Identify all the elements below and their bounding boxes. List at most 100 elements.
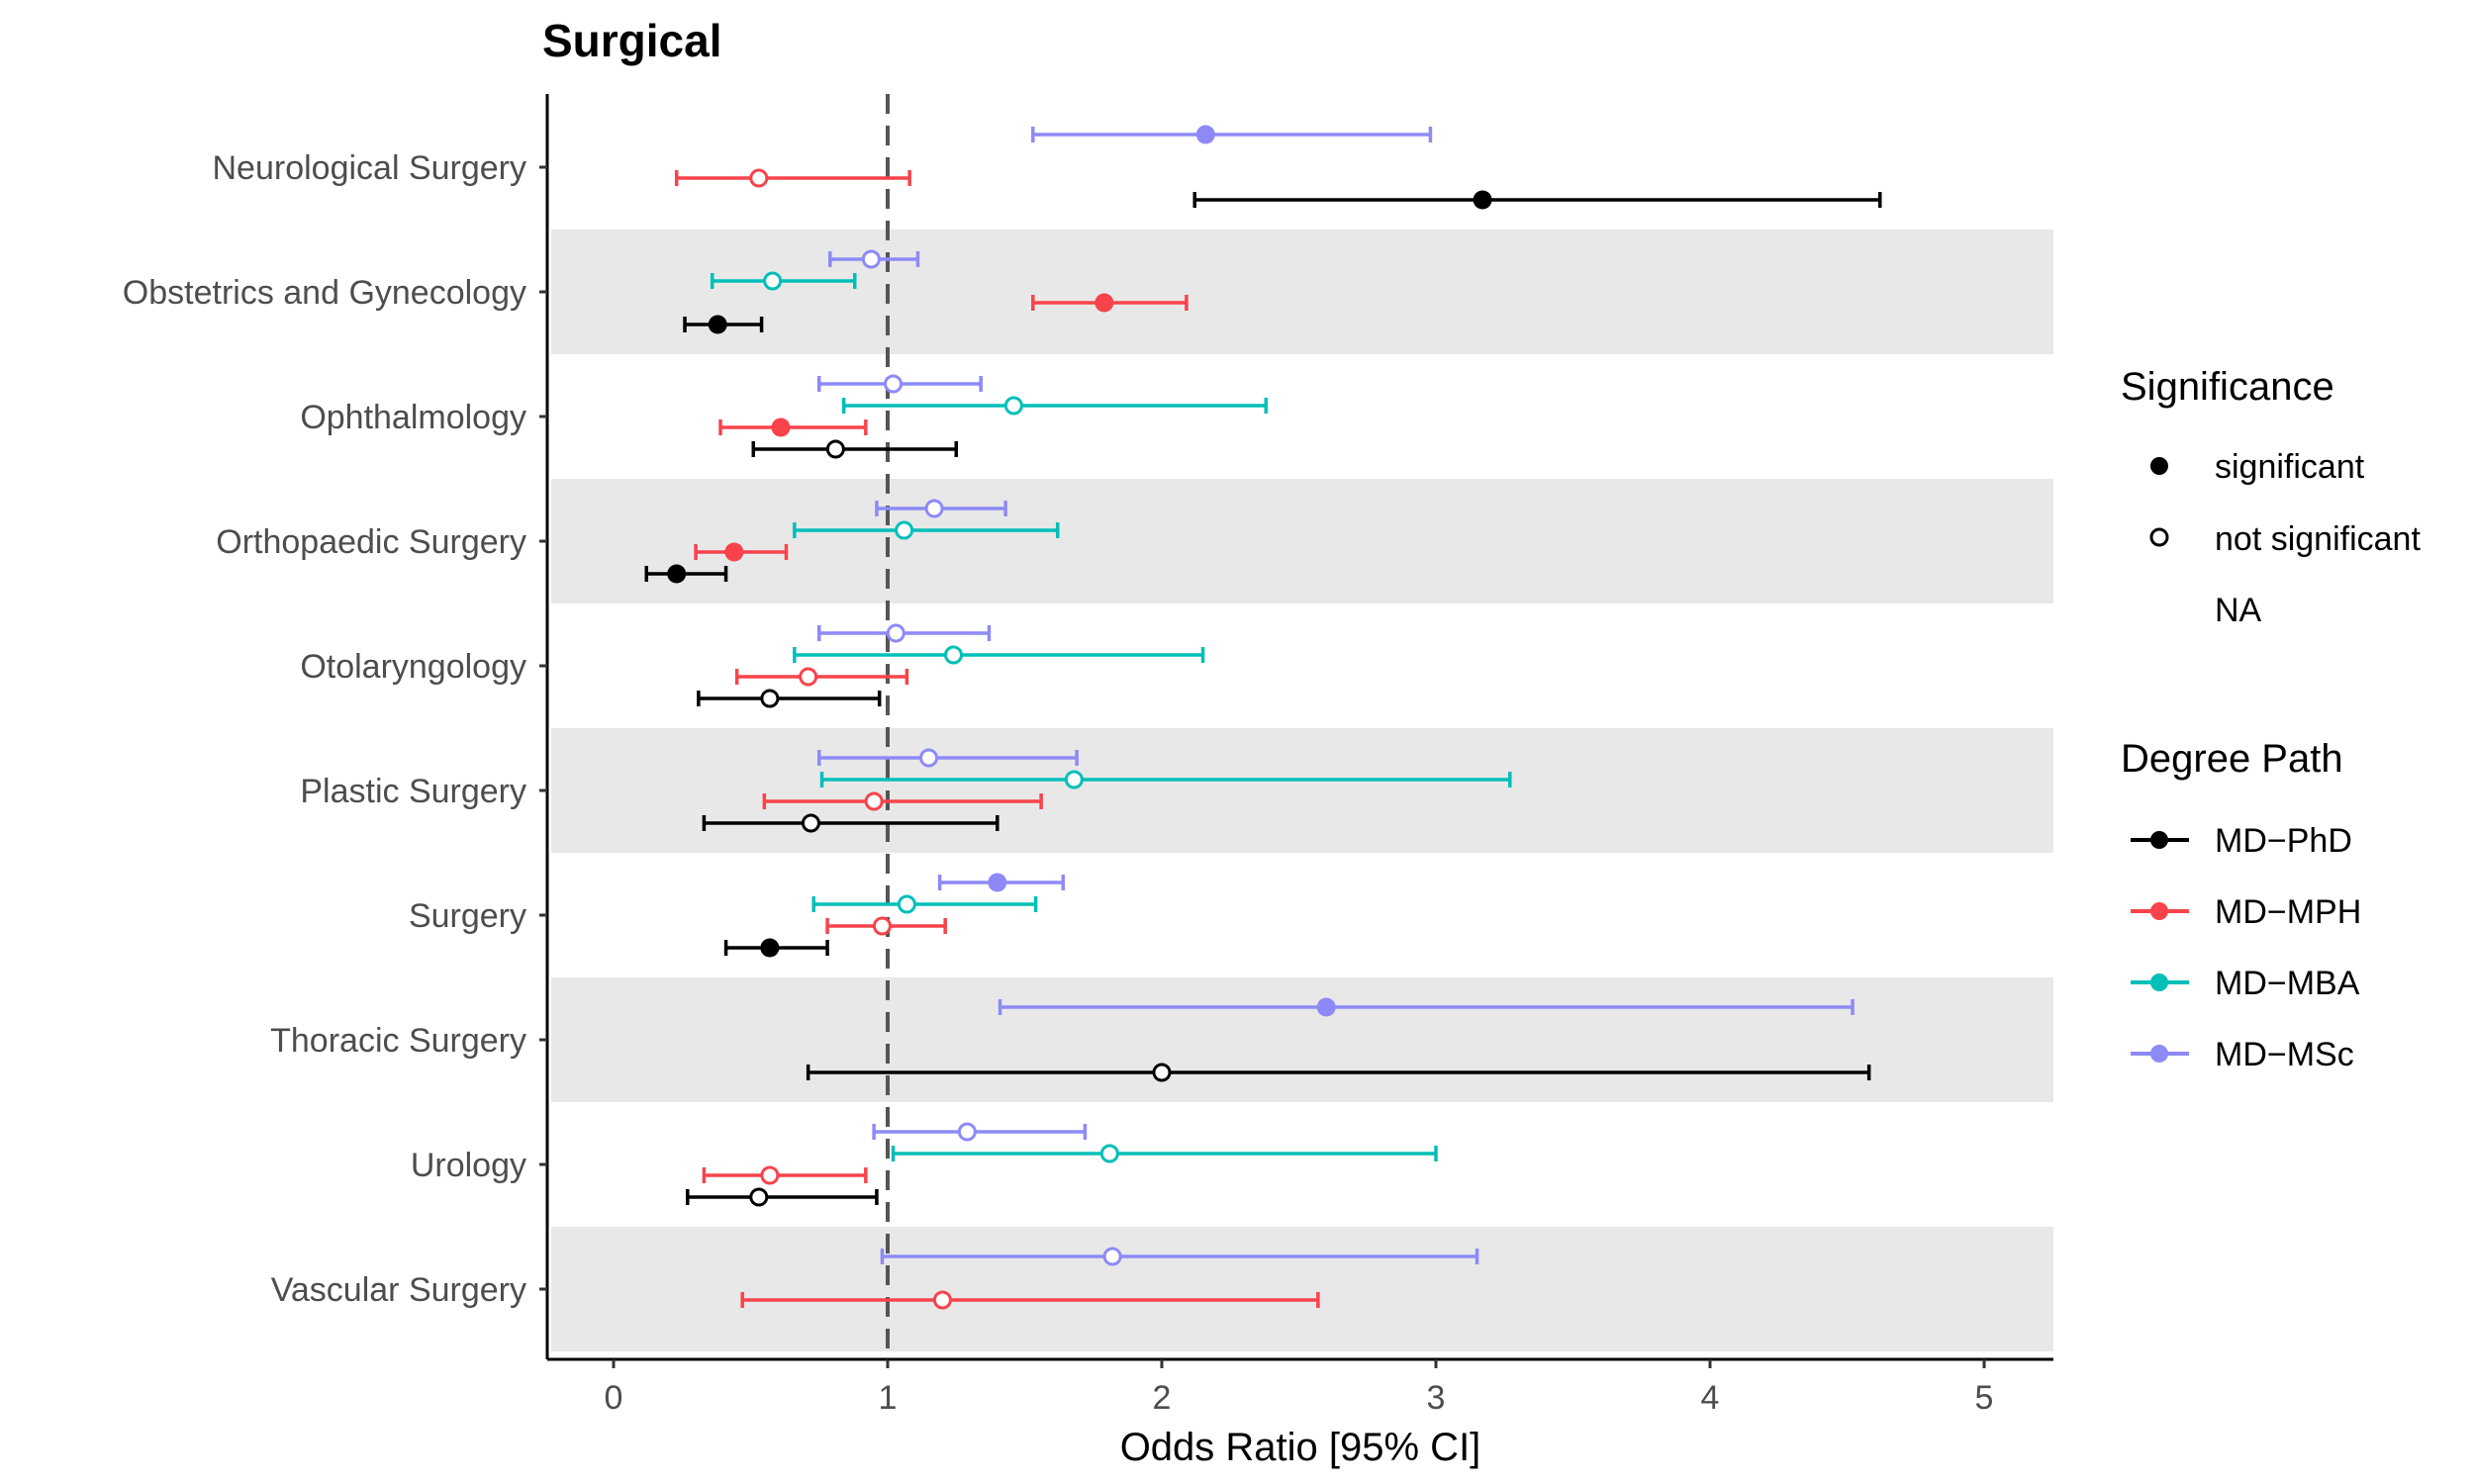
point-significant bbox=[667, 564, 687, 584]
point-not-significant bbox=[943, 645, 963, 665]
y-tick-label: Urology bbox=[411, 1147, 526, 1184]
point-not-significant bbox=[1152, 1063, 1172, 1082]
legend-degree-label: MD−MPH bbox=[2215, 893, 2361, 931]
x-tick-label: 4 bbox=[1701, 1379, 1720, 1417]
legend-significance-title: Significance bbox=[2121, 365, 2334, 409]
error-bar bbox=[1031, 125, 1433, 144]
error-bar bbox=[734, 667, 909, 687]
error-bar bbox=[825, 916, 947, 936]
legend-degree-entry: MD−MBA bbox=[2131, 965, 2360, 1002]
point-significant bbox=[724, 542, 744, 562]
error-bar bbox=[811, 894, 1038, 914]
error-bar bbox=[998, 997, 1855, 1017]
error-bar bbox=[872, 1122, 1088, 1142]
error-bar bbox=[702, 813, 999, 833]
legend-degree-label: MD−MBA bbox=[2215, 965, 2360, 1002]
error-bar bbox=[723, 938, 829, 958]
point-not-significant bbox=[897, 894, 916, 914]
error-bar bbox=[697, 689, 882, 708]
y-tick-label: Ophthalmology bbox=[300, 399, 526, 436]
legend-dot bbox=[2150, 831, 2168, 849]
point-not-significant bbox=[825, 439, 845, 459]
legend-dot bbox=[2150, 1045, 2168, 1063]
x-tick-label: 3 bbox=[1427, 1379, 1446, 1417]
point-significant bbox=[760, 938, 780, 958]
error-bar bbox=[817, 623, 992, 643]
error-bar bbox=[718, 417, 868, 437]
x-tick-label: 1 bbox=[879, 1379, 898, 1417]
point-not-significant bbox=[872, 916, 892, 936]
y-tick-label: Obstetrics and Gynecology bbox=[123, 274, 526, 312]
error-bar bbox=[817, 374, 983, 394]
y-tick-label: Surgery bbox=[409, 897, 526, 935]
point-significant bbox=[1316, 997, 1336, 1017]
x-tick-label: 5 bbox=[1975, 1379, 1994, 1417]
point-not-significant bbox=[886, 623, 905, 643]
legend-degree-label: MD−PhD bbox=[2215, 822, 2352, 860]
error-bar bbox=[1031, 293, 1189, 313]
point-not-significant bbox=[1099, 1144, 1119, 1163]
error-bar bbox=[817, 748, 1079, 768]
point-not-significant bbox=[1003, 396, 1023, 416]
point-significant bbox=[708, 315, 727, 334]
error-bar bbox=[891, 1144, 1438, 1163]
error-bar bbox=[686, 1187, 879, 1207]
point-not-significant bbox=[763, 271, 783, 291]
error-bar bbox=[644, 564, 728, 584]
error-bar bbox=[762, 791, 1043, 811]
error-bar bbox=[793, 520, 1060, 540]
y-tick-label: Vascular Surgery bbox=[271, 1271, 526, 1309]
error-bar bbox=[674, 168, 911, 188]
legend-significant-marker bbox=[2150, 457, 2168, 475]
legend-degree-path: Degree Path MD−PhD MD−MPH MD−MBA MD−MSc bbox=[2121, 737, 2361, 1073]
y-tick-label: Thoracic Surgery bbox=[270, 1022, 526, 1060]
error-bar bbox=[694, 542, 789, 562]
point-not-significant bbox=[864, 791, 884, 811]
point-not-significant bbox=[801, 813, 820, 833]
point-not-significant bbox=[957, 1122, 977, 1142]
point-not-significant bbox=[799, 667, 818, 687]
point-significant bbox=[1473, 190, 1492, 210]
row-shading bbox=[551, 230, 2053, 1351]
x-axis-title: Odds Ratio [95% CI] bbox=[1120, 1426, 1481, 1469]
y-axis-labels: Neurological Surgery Obstetrics and Gynec… bbox=[123, 149, 547, 1309]
point-not-significant bbox=[884, 374, 904, 394]
error-bar bbox=[740, 1290, 1320, 1310]
point-not-significant bbox=[895, 520, 914, 540]
error-bar bbox=[683, 315, 764, 334]
x-tick-label: 0 bbox=[605, 1379, 623, 1417]
legend-degree-path-title: Degree Path bbox=[2121, 737, 2343, 781]
legend-degree-entry: MD−PhD bbox=[2131, 822, 2352, 860]
y-tick-label: Otolaryngology bbox=[300, 648, 526, 686]
row-band bbox=[551, 479, 2053, 603]
legend-dot bbox=[2150, 902, 2168, 920]
x-tick-label: 2 bbox=[1153, 1379, 1172, 1417]
row-band bbox=[551, 230, 2053, 354]
point-not-significant bbox=[760, 689, 780, 708]
legend-significant-label: significant bbox=[2215, 448, 2365, 486]
row-band bbox=[551, 977, 2053, 1102]
legend-not-significant-marker bbox=[2149, 527, 2169, 547]
point-not-significant bbox=[924, 499, 944, 518]
legend-degree-entry: MD−MPH bbox=[2131, 893, 2361, 931]
row-band bbox=[551, 728, 2053, 853]
error-bars bbox=[644, 125, 1882, 1310]
legend-significance: Significance significant not significant… bbox=[2121, 365, 2421, 629]
point-not-significant bbox=[1102, 1247, 1122, 1266]
legend-dot bbox=[2150, 974, 2168, 991]
point-significant bbox=[988, 873, 1007, 892]
chart-title: Surgical bbox=[542, 15, 722, 66]
y-tick-label: Plastic Surgery bbox=[300, 773, 526, 810]
point-not-significant bbox=[932, 1290, 952, 1310]
error-bar bbox=[793, 645, 1205, 665]
error-bar bbox=[1192, 190, 1882, 210]
y-tick-label: Neurological Surgery bbox=[213, 149, 527, 187]
legend-degree-label: MD−MSc bbox=[2215, 1036, 2354, 1073]
point-significant bbox=[771, 417, 791, 437]
y-tick-label: Orthopaedic Surgery bbox=[216, 523, 526, 561]
legend-na-label: NA bbox=[2215, 592, 2262, 629]
row-band bbox=[551, 1227, 2053, 1351]
error-bar bbox=[710, 271, 857, 291]
point-not-significant bbox=[749, 1187, 769, 1207]
